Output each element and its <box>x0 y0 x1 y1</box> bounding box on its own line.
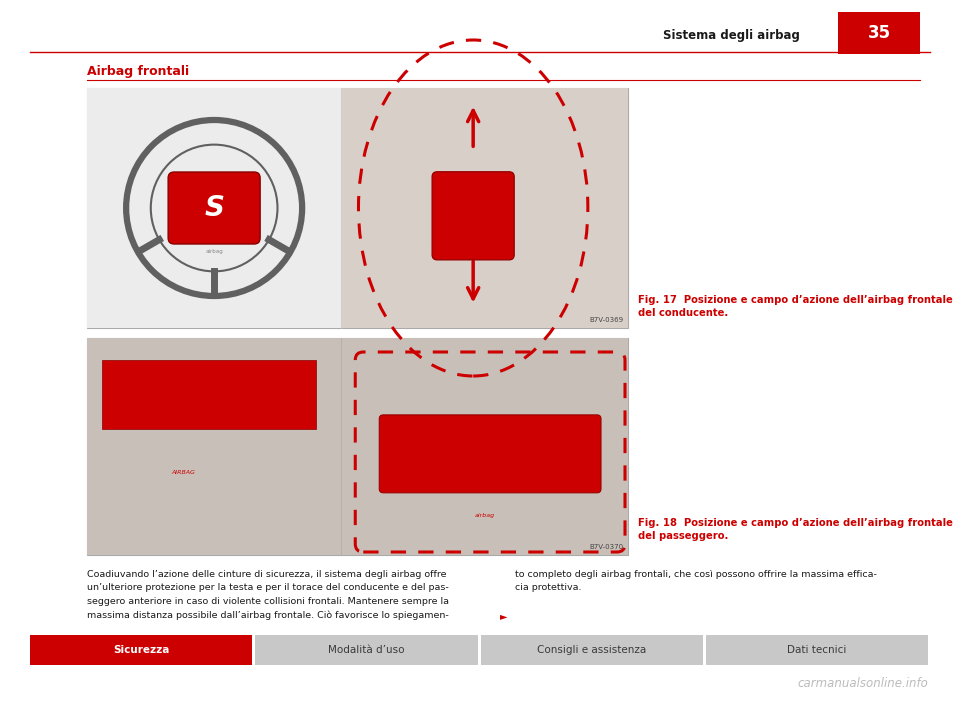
Bar <box>87 88 341 328</box>
Text: Consigli e assistenza: Consigli e assistenza <box>537 645 646 655</box>
Bar <box>838 12 920 54</box>
Bar <box>87 88 628 328</box>
FancyBboxPatch shape <box>168 172 260 244</box>
Text: 35: 35 <box>868 24 891 42</box>
Bar <box>87 338 628 555</box>
Text: Dati tecnici: Dati tecnici <box>787 645 847 655</box>
Text: Airbag frontali: Airbag frontali <box>87 65 189 79</box>
Text: ►: ► <box>500 611 508 622</box>
Text: to completo degli airbag frontali, che così possono offrire la massima effica-: to completo degli airbag frontali, che c… <box>515 570 876 579</box>
Text: airbag: airbag <box>474 513 494 519</box>
Text: AIRBAG: AIRBAG <box>172 470 196 475</box>
Text: Fig. 17  Posizione e campo d’azione dell’airbag frontale
del conducente.: Fig. 17 Posizione e campo d’azione dell’… <box>638 295 952 318</box>
Text: un’ulteriore protezione per la testa e per il torace del conducente e del pas-: un’ulteriore protezione per la testa e p… <box>87 583 448 592</box>
Text: S: S <box>204 194 224 222</box>
Text: cia protettiva.: cia protettiva. <box>515 583 582 592</box>
Bar <box>341 338 628 555</box>
Bar <box>87 338 341 555</box>
Bar <box>255 635 477 665</box>
FancyBboxPatch shape <box>432 172 515 260</box>
Text: Coadiuvando l’azione delle cinture di sicurezza, il sistema degli airbag offre: Coadiuvando l’azione delle cinture di si… <box>87 570 446 579</box>
FancyBboxPatch shape <box>379 415 601 493</box>
Text: massima distanza possibile dall’airbag frontale. Ciò favorisce lo spiegamen-: massima distanza possibile dall’airbag f… <box>87 611 448 620</box>
Text: carmanualsonline.info: carmanualsonline.info <box>797 677 928 690</box>
Text: B7V-0370: B7V-0370 <box>588 544 623 550</box>
Text: Modalità d’uso: Modalità d’uso <box>328 645 404 655</box>
Text: Fig. 18  Posizione e campo d’azione dell’airbag frontale
del passeggero.: Fig. 18 Posizione e campo d’azione dell’… <box>638 518 953 541</box>
Text: Sicurezza: Sicurezza <box>113 645 169 655</box>
Bar <box>706 635 928 665</box>
Bar <box>481 635 703 665</box>
Text: seggero anteriore in caso di violente collisioni frontali. Mantenere sempre la: seggero anteriore in caso di violente co… <box>87 597 449 606</box>
Bar <box>30 635 252 665</box>
Text: B7V-0369: B7V-0369 <box>588 317 623 323</box>
Text: airbag: airbag <box>205 250 223 254</box>
Bar <box>102 360 316 430</box>
Bar <box>341 88 628 328</box>
Text: Sistema degli airbag: Sistema degli airbag <box>663 29 800 41</box>
